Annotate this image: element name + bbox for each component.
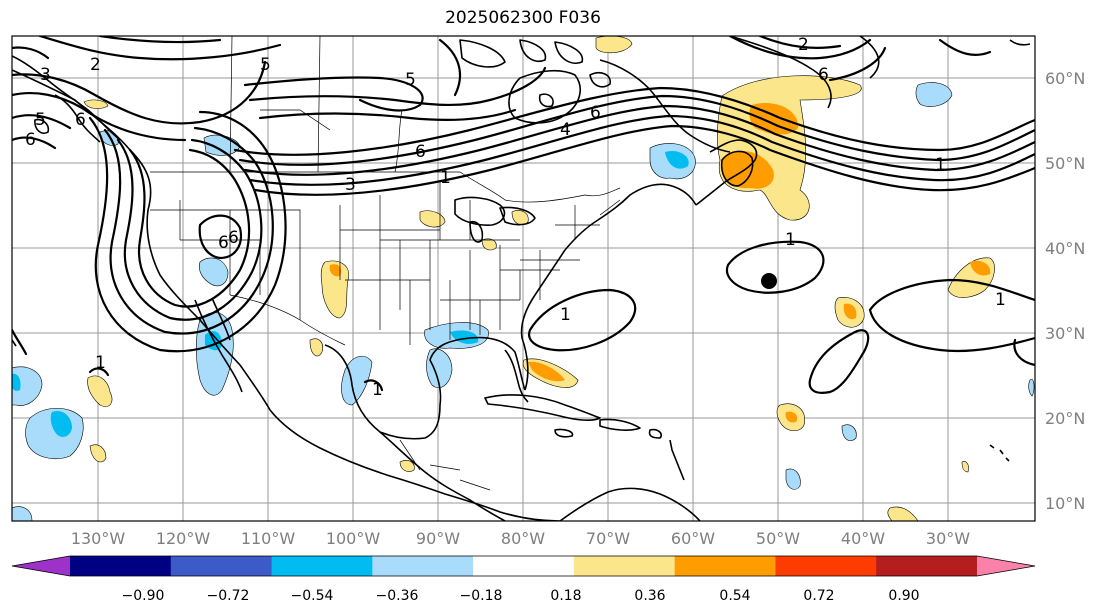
colorbar-tick-label: 0.18 bbox=[550, 588, 581, 604]
contour-label: 1 bbox=[372, 380, 383, 400]
lon-label: 80°W bbox=[501, 529, 545, 548]
contour-label: 6 bbox=[590, 103, 601, 123]
lon-label: 40°W bbox=[841, 529, 885, 548]
colorbar-segment bbox=[473, 556, 575, 576]
contour-label: 3 bbox=[40, 65, 51, 85]
coastlines bbox=[12, 36, 1031, 521]
colorbar-tick-label: 0.36 bbox=[634, 588, 665, 604]
contour-label: 5 bbox=[260, 55, 271, 75]
contour-label: 2 bbox=[90, 55, 101, 75]
longitude-labels: 130°W 120°W 110°W 100°W 90°W 80°W 70°W 6… bbox=[71, 529, 970, 548]
lon-label: 30°W bbox=[926, 529, 970, 548]
lat-label: 60°N bbox=[1045, 69, 1085, 88]
lon-label: 90°W bbox=[416, 529, 460, 548]
contour-label-layer: 2 3 5 6 5 6 6 1 2 6 4 5 6 6 1 1 1 1 1 1 … bbox=[25, 35, 1006, 400]
negative-anomaly-areas bbox=[12, 82, 1035, 521]
colorbar-segment bbox=[876, 556, 978, 576]
lat-label: 10°N bbox=[1045, 494, 1085, 513]
contour-label: 5 bbox=[35, 110, 46, 130]
graticule bbox=[12, 36, 1035, 521]
lat-label: 40°N bbox=[1045, 239, 1085, 258]
contour-lines bbox=[12, 36, 1035, 394]
colorbar-segment bbox=[775, 556, 877, 576]
storm-center-marker bbox=[761, 273, 777, 289]
colorbar-tick-labels: −0.90 −0.72 −0.54 −0.36 −0.18 0.18 0.36 … bbox=[122, 588, 920, 604]
lon-label: 110°W bbox=[241, 529, 296, 548]
colorbar-segment bbox=[573, 556, 676, 576]
lon-label: 50°W bbox=[756, 529, 800, 548]
colorbar-extend-high bbox=[977, 556, 1035, 576]
colorbar-tick-label: 0.54 bbox=[719, 588, 750, 604]
colorbar-segment bbox=[70, 556, 172, 576]
lat-label: 20°N bbox=[1045, 409, 1085, 428]
contour-label: 5 bbox=[405, 70, 416, 90]
colorbar-segment bbox=[674, 556, 776, 576]
lon-label: 100°W bbox=[326, 529, 381, 548]
contour-label: 1 bbox=[995, 290, 1006, 310]
colorbar-segment bbox=[271, 556, 373, 576]
contour-label: 6 bbox=[818, 65, 829, 85]
political-borders bbox=[150, 36, 621, 491]
colorbar bbox=[11, 555, 1036, 577]
colorbar-segment bbox=[170, 556, 273, 576]
lat-label: 50°N bbox=[1045, 154, 1085, 173]
contour-label: 1 bbox=[560, 305, 571, 325]
map-title: 2025062300 F036 bbox=[445, 8, 601, 28]
contour-label: 1 bbox=[95, 353, 106, 373]
map-frame bbox=[11, 35, 1036, 522]
lon-label: 120°W bbox=[156, 529, 211, 548]
colorbar-tick-label: −0.54 bbox=[291, 588, 334, 604]
colorbar-tick-label: 0.90 bbox=[888, 588, 919, 604]
colorbar-tick-label: −0.90 bbox=[122, 588, 165, 604]
colorbar-segment bbox=[372, 556, 474, 576]
colorbar-tick-label: −0.18 bbox=[460, 588, 503, 604]
contour-label: 1 bbox=[440, 168, 451, 188]
lon-label: 130°W bbox=[71, 529, 126, 548]
colorbar-extend-low bbox=[12, 556, 70, 576]
contour-label: 4 bbox=[560, 120, 571, 140]
contour-label: 1 bbox=[785, 230, 796, 250]
contour-label: 6 bbox=[415, 142, 426, 162]
contour-label: 6 bbox=[25, 130, 36, 150]
contour-label: 6 bbox=[75, 110, 86, 130]
contour-label: 2 bbox=[798, 35, 809, 55]
contour-label: 6 bbox=[218, 233, 229, 253]
contour-label: 3 bbox=[345, 175, 356, 195]
lat-label: 30°N bbox=[1045, 324, 1085, 343]
contour-label: 6 bbox=[228, 228, 239, 248]
colorbar-tick-label: −0.36 bbox=[376, 588, 419, 604]
colorbar-outline bbox=[11, 555, 1036, 577]
colorbar-tick-label: 0.72 bbox=[803, 588, 834, 604]
lon-label: 60°W bbox=[671, 529, 715, 548]
latitude-labels: 60°N 50°N 40°N 30°N 20°N 10°N bbox=[1045, 69, 1085, 513]
lon-label: 70°W bbox=[586, 529, 630, 548]
colorbar-tick-label: −0.72 bbox=[207, 588, 250, 604]
contour-label: 1 bbox=[935, 155, 946, 175]
